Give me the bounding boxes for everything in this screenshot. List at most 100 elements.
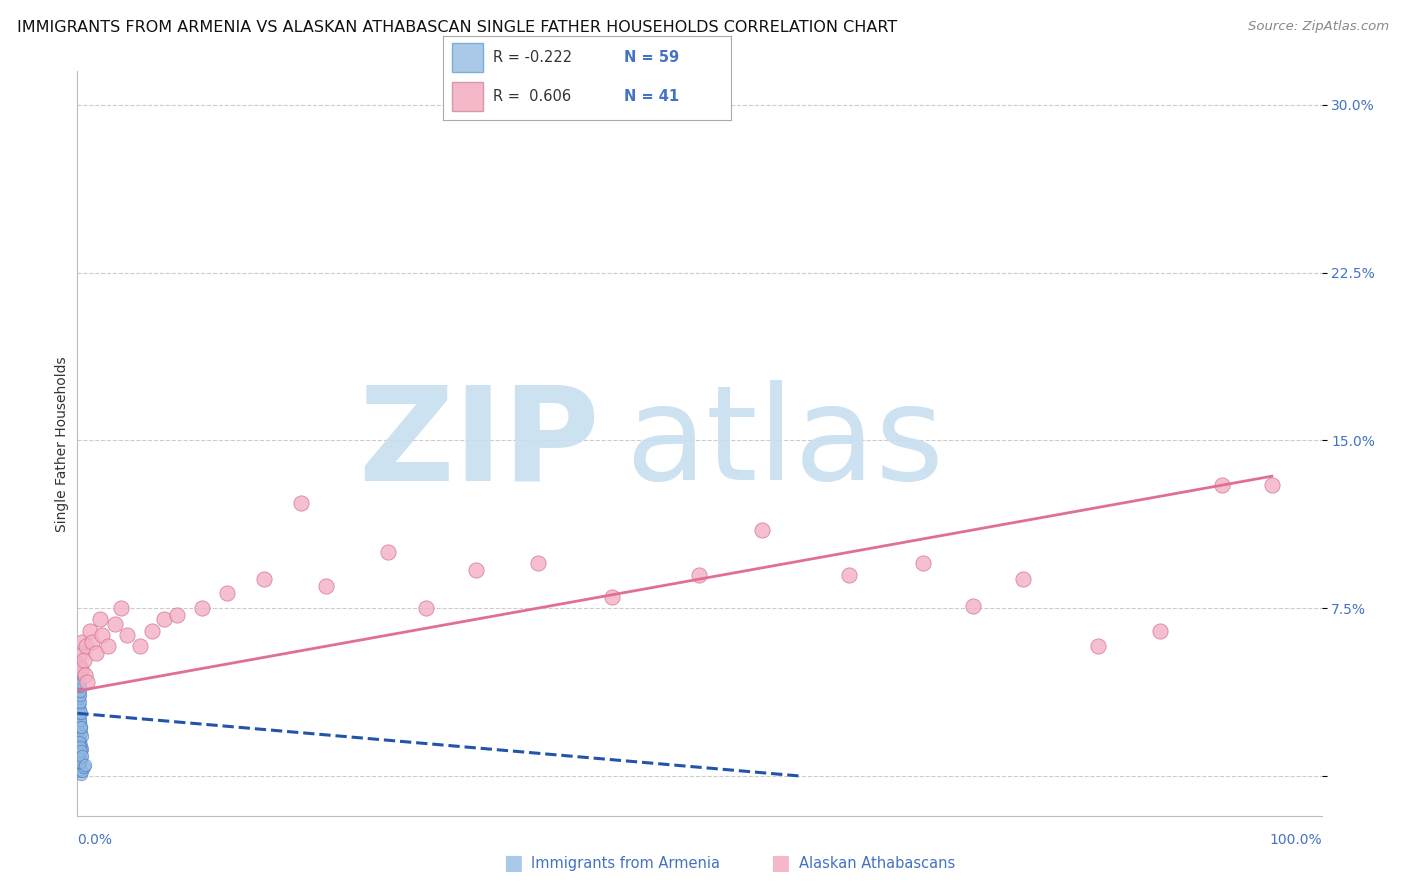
Point: [315, 579, 337, 593]
Point: [69, 713, 91, 727]
Point: [67, 720, 90, 734]
Point: [76, 675, 98, 690]
Point: [110, 601, 132, 615]
Point: [464, 563, 486, 577]
Point: [72, 729, 94, 743]
Point: [69, 695, 91, 709]
Point: [153, 612, 176, 626]
Point: [69, 680, 91, 694]
Point: [141, 624, 163, 638]
Point: [67, 717, 90, 731]
FancyBboxPatch shape: [451, 82, 484, 112]
Point: [69, 742, 91, 756]
Point: [73, 668, 96, 682]
Point: [67, 735, 90, 749]
Point: [67, 762, 90, 776]
Point: [70, 744, 93, 758]
Text: 100.0%: 100.0%: [1270, 833, 1322, 847]
Point: [70, 726, 93, 740]
Point: [66, 757, 89, 772]
Point: [67, 735, 90, 749]
Point: [97, 639, 120, 653]
Text: IMMIGRANTS FROM ARMENIA VS ALASKAN ATHABASCAN SINGLE FATHER HOUSEHOLDS CORRELATI: IMMIGRANTS FROM ARMENIA VS ALASKAN ATHAB…: [17, 20, 897, 35]
Point: [69, 715, 91, 730]
Point: [290, 496, 312, 510]
Point: [72, 634, 94, 648]
Text: atlas: atlas: [624, 380, 943, 508]
Point: [215, 585, 238, 599]
Y-axis label: Single Father Households: Single Father Households: [55, 356, 69, 532]
Point: [912, 557, 935, 571]
Point: [89, 612, 111, 626]
Text: N = 41: N = 41: [624, 89, 679, 104]
Point: [67, 751, 90, 765]
Point: [72, 760, 94, 774]
Point: [69, 739, 91, 754]
Point: [253, 572, 276, 586]
Point: [69, 689, 91, 703]
Point: [67, 711, 90, 725]
Text: 0.0%: 0.0%: [77, 833, 112, 847]
Point: [128, 639, 150, 653]
Point: [1149, 624, 1171, 638]
Point: [70, 751, 93, 765]
Point: [72, 652, 94, 666]
Point: [67, 706, 90, 721]
Text: R =  0.606: R = 0.606: [494, 89, 571, 104]
Text: Immigrants from Armenia: Immigrants from Armenia: [531, 856, 720, 871]
Point: [962, 599, 984, 613]
Point: [91, 628, 114, 642]
Point: [67, 671, 90, 685]
Point: [526, 557, 548, 571]
Point: [67, 675, 90, 690]
Point: [72, 764, 94, 779]
Point: [67, 760, 90, 774]
Point: [67, 729, 90, 743]
Point: [104, 616, 127, 631]
Point: [1261, 478, 1284, 492]
Text: Alaskan Athabascans: Alaskan Athabascans: [799, 856, 955, 871]
Point: [66, 747, 89, 761]
Text: ■: ■: [503, 854, 523, 873]
Point: [191, 601, 214, 615]
Point: [115, 628, 138, 642]
Text: R = -0.222: R = -0.222: [494, 50, 572, 65]
Point: [67, 657, 90, 671]
Point: [73, 757, 96, 772]
Point: [751, 523, 773, 537]
Point: [69, 733, 91, 747]
Point: [66, 724, 89, 739]
Point: [79, 624, 101, 638]
Point: [67, 762, 90, 776]
Point: [69, 646, 91, 660]
Point: [66, 713, 89, 727]
Point: [69, 684, 91, 698]
Point: [602, 590, 624, 604]
Point: [84, 646, 107, 660]
Point: [838, 567, 860, 582]
Point: [166, 607, 188, 622]
Point: [69, 756, 91, 770]
Point: [72, 742, 94, 756]
Point: [70, 666, 93, 681]
Point: [67, 698, 90, 712]
Point: [67, 680, 90, 694]
Point: [1012, 572, 1035, 586]
Point: [70, 720, 93, 734]
Point: [377, 545, 399, 559]
Point: [67, 684, 90, 698]
Text: N = 59: N = 59: [624, 50, 679, 65]
Point: [69, 760, 91, 774]
Text: Source: ZipAtlas.com: Source: ZipAtlas.com: [1249, 20, 1389, 33]
Text: ■: ■: [770, 854, 790, 873]
Point: [689, 567, 711, 582]
Point: [415, 601, 437, 615]
Point: [66, 747, 89, 761]
Point: [70, 738, 93, 752]
Point: [69, 722, 91, 736]
Point: [69, 762, 91, 776]
Point: [1211, 478, 1233, 492]
Point: [66, 702, 89, 716]
Point: [70, 720, 93, 734]
Point: [66, 706, 89, 721]
